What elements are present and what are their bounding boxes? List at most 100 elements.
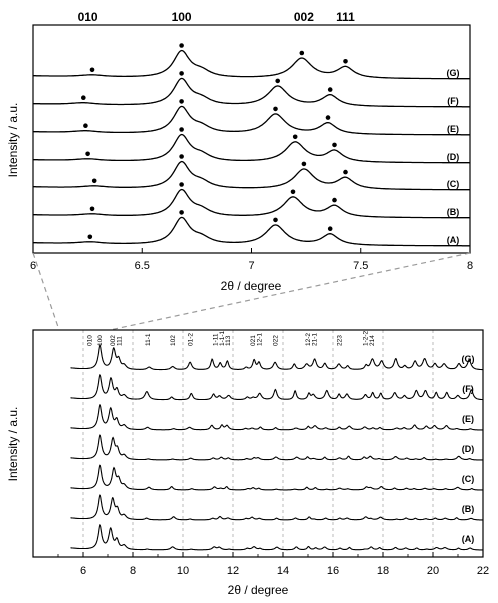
top-peak-labels: 010 100 002 111 bbox=[78, 10, 356, 24]
bottom-trace bbox=[70, 494, 483, 521]
top-x-tick-label: 6 bbox=[30, 260, 36, 272]
top-trace bbox=[33, 133, 471, 164]
bottom-trace bbox=[70, 464, 483, 491]
bottom-series-label: (A) bbox=[462, 534, 475, 544]
hkl-label: 111 bbox=[116, 336, 123, 346]
peak-marker bbox=[87, 234, 93, 240]
top-trace bbox=[32, 77, 470, 108]
bottom-x-tick-label: 18 bbox=[377, 565, 389, 577]
peak-marker bbox=[81, 95, 86, 100]
bottom-series-label: (E) bbox=[462, 414, 474, 424]
top-x-tick-label: 7 bbox=[248, 260, 254, 272]
bottom-x-tick-label: 14 bbox=[277, 565, 289, 577]
bottom-trace bbox=[70, 404, 483, 431]
hkl-label: 1-11 bbox=[213, 333, 220, 346]
peak-marker bbox=[292, 134, 298, 140]
bottom-x-tick-label: 16 bbox=[327, 565, 339, 577]
top-x-tick-label: 6.5 bbox=[135, 260, 150, 272]
hkl-label: 021 bbox=[250, 335, 257, 346]
zoom-connector-right bbox=[109, 252, 471, 331]
peak-marker bbox=[179, 182, 184, 187]
hkl-label: 002 bbox=[110, 335, 117, 346]
hkl-label: 113 bbox=[225, 335, 232, 346]
peak-marker bbox=[91, 178, 97, 184]
hkl-label: 1-1-1 bbox=[219, 330, 226, 346]
full-range-xrd-panel: (G) (F) (E) (D) (C) (B) (A) 010 100 002 111 11-1 10… bbox=[6, 329, 489, 597]
top-peak-label: 111 bbox=[336, 10, 355, 24]
bottom-trace bbox=[70, 524, 483, 551]
bottom-trace bbox=[70, 344, 483, 371]
bottom-y-axis-label: Intensity / a.u. bbox=[6, 407, 20, 482]
top-markers-group bbox=[81, 43, 348, 240]
bottom-trace bbox=[70, 434, 483, 461]
bottom-series-label: (D) bbox=[462, 444, 475, 454]
peak-marker bbox=[343, 59, 348, 64]
hkl-label: 12-2 bbox=[305, 333, 312, 346]
top-series-label: (B) bbox=[447, 207, 460, 217]
bottom-gridlines bbox=[82, 330, 434, 557]
bottom-series-label: (F) bbox=[462, 384, 474, 394]
zoom-connector-left bbox=[32, 252, 60, 331]
hkl-label: 100 bbox=[97, 335, 104, 346]
bottom-x-tick-label: 10 bbox=[177, 565, 189, 577]
top-series-label: (F) bbox=[447, 96, 459, 106]
top-trace bbox=[33, 49, 470, 80]
bottom-series-labels: (G) (F) (E) (D) (C) (B) (A) bbox=[462, 354, 475, 544]
peak-marker bbox=[83, 123, 88, 128]
top-x-tick-label: 7.5 bbox=[353, 260, 368, 272]
bottom-x-tick-label: 12 bbox=[227, 565, 239, 577]
hkl-label: 11-1 bbox=[145, 333, 152, 346]
peak-marker bbox=[325, 115, 331, 120]
bottom-series-label: (G) bbox=[462, 354, 475, 364]
peak-marker bbox=[301, 161, 307, 167]
peak-marker bbox=[179, 43, 184, 48]
top-trace bbox=[33, 216, 470, 247]
peak-marker bbox=[299, 50, 305, 56]
peak-marker bbox=[327, 87, 333, 92]
peak-marker bbox=[89, 206, 95, 212]
top-series-label: (G) bbox=[447, 68, 460, 78]
peak-marker bbox=[179, 154, 184, 159]
top-y-axis-label: Intensity / a.u. bbox=[6, 103, 20, 178]
top-x-ticks: 6 6.5 7 7.5 8 bbox=[30, 248, 473, 272]
peak-marker bbox=[273, 217, 278, 223]
hkl-label: 010 bbox=[86, 335, 93, 346]
peak-marker bbox=[89, 67, 95, 73]
top-trace bbox=[33, 188, 471, 219]
top-trace bbox=[33, 160, 470, 191]
hkl-label: 1-2-2 bbox=[363, 330, 370, 346]
top-peak-label: 002 bbox=[294, 10, 314, 24]
hkl-label: 214 bbox=[369, 335, 376, 346]
peak-marker bbox=[273, 106, 278, 112]
bottom-curves-group bbox=[70, 344, 483, 551]
bottom-x-tick-label: 8 bbox=[130, 565, 136, 577]
top-x-tick-label: 8 bbox=[467, 260, 473, 272]
hkl-label: 102 bbox=[170, 335, 177, 346]
bottom-x-tick-label: 20 bbox=[427, 565, 439, 577]
top-curves-group bbox=[32, 49, 471, 247]
peak-marker bbox=[343, 169, 348, 175]
top-peak-label: 010 bbox=[78, 10, 98, 24]
bottom-hkl-labels: 010 100 002 111 11-1 102 01-2 1-11 1-1-1 113 021 12… bbox=[86, 330, 376, 346]
hkl-label: 223 bbox=[336, 335, 343, 346]
zoomed-xrd-panel: (G) (F) (E) (D) (C) (B) (A) 010 100 002 111 6 6.5 7… bbox=[6, 10, 473, 293]
peak-marker bbox=[332, 197, 337, 203]
peak-marker bbox=[275, 78, 281, 84]
hkl-label: 21-1 bbox=[311, 333, 318, 346]
hkl-label: 022 bbox=[273, 335, 280, 346]
peak-marker bbox=[179, 127, 184, 132]
top-peak-label: 100 bbox=[172, 10, 192, 24]
bottom-series-label: (C) bbox=[462, 474, 475, 484]
bottom-x-axis-label: 2θ / degree bbox=[228, 583, 289, 597]
top-trace bbox=[32, 105, 470, 136]
top-series-label: (C) bbox=[447, 179, 460, 189]
bottom-x-tick-label: 6 bbox=[80, 565, 86, 577]
bottom-x-ticks: 6 8 10 12 14 16 18 20 22 bbox=[57, 552, 489, 577]
hkl-label: 12-1 bbox=[256, 333, 263, 346]
peak-marker bbox=[290, 189, 296, 195]
peak-marker bbox=[332, 142, 337, 148]
bottom-trace bbox=[70, 374, 483, 401]
top-series-labels: (G) (F) (E) (D) (C) (B) (A) bbox=[447, 68, 460, 245]
peak-marker bbox=[85, 151, 90, 157]
